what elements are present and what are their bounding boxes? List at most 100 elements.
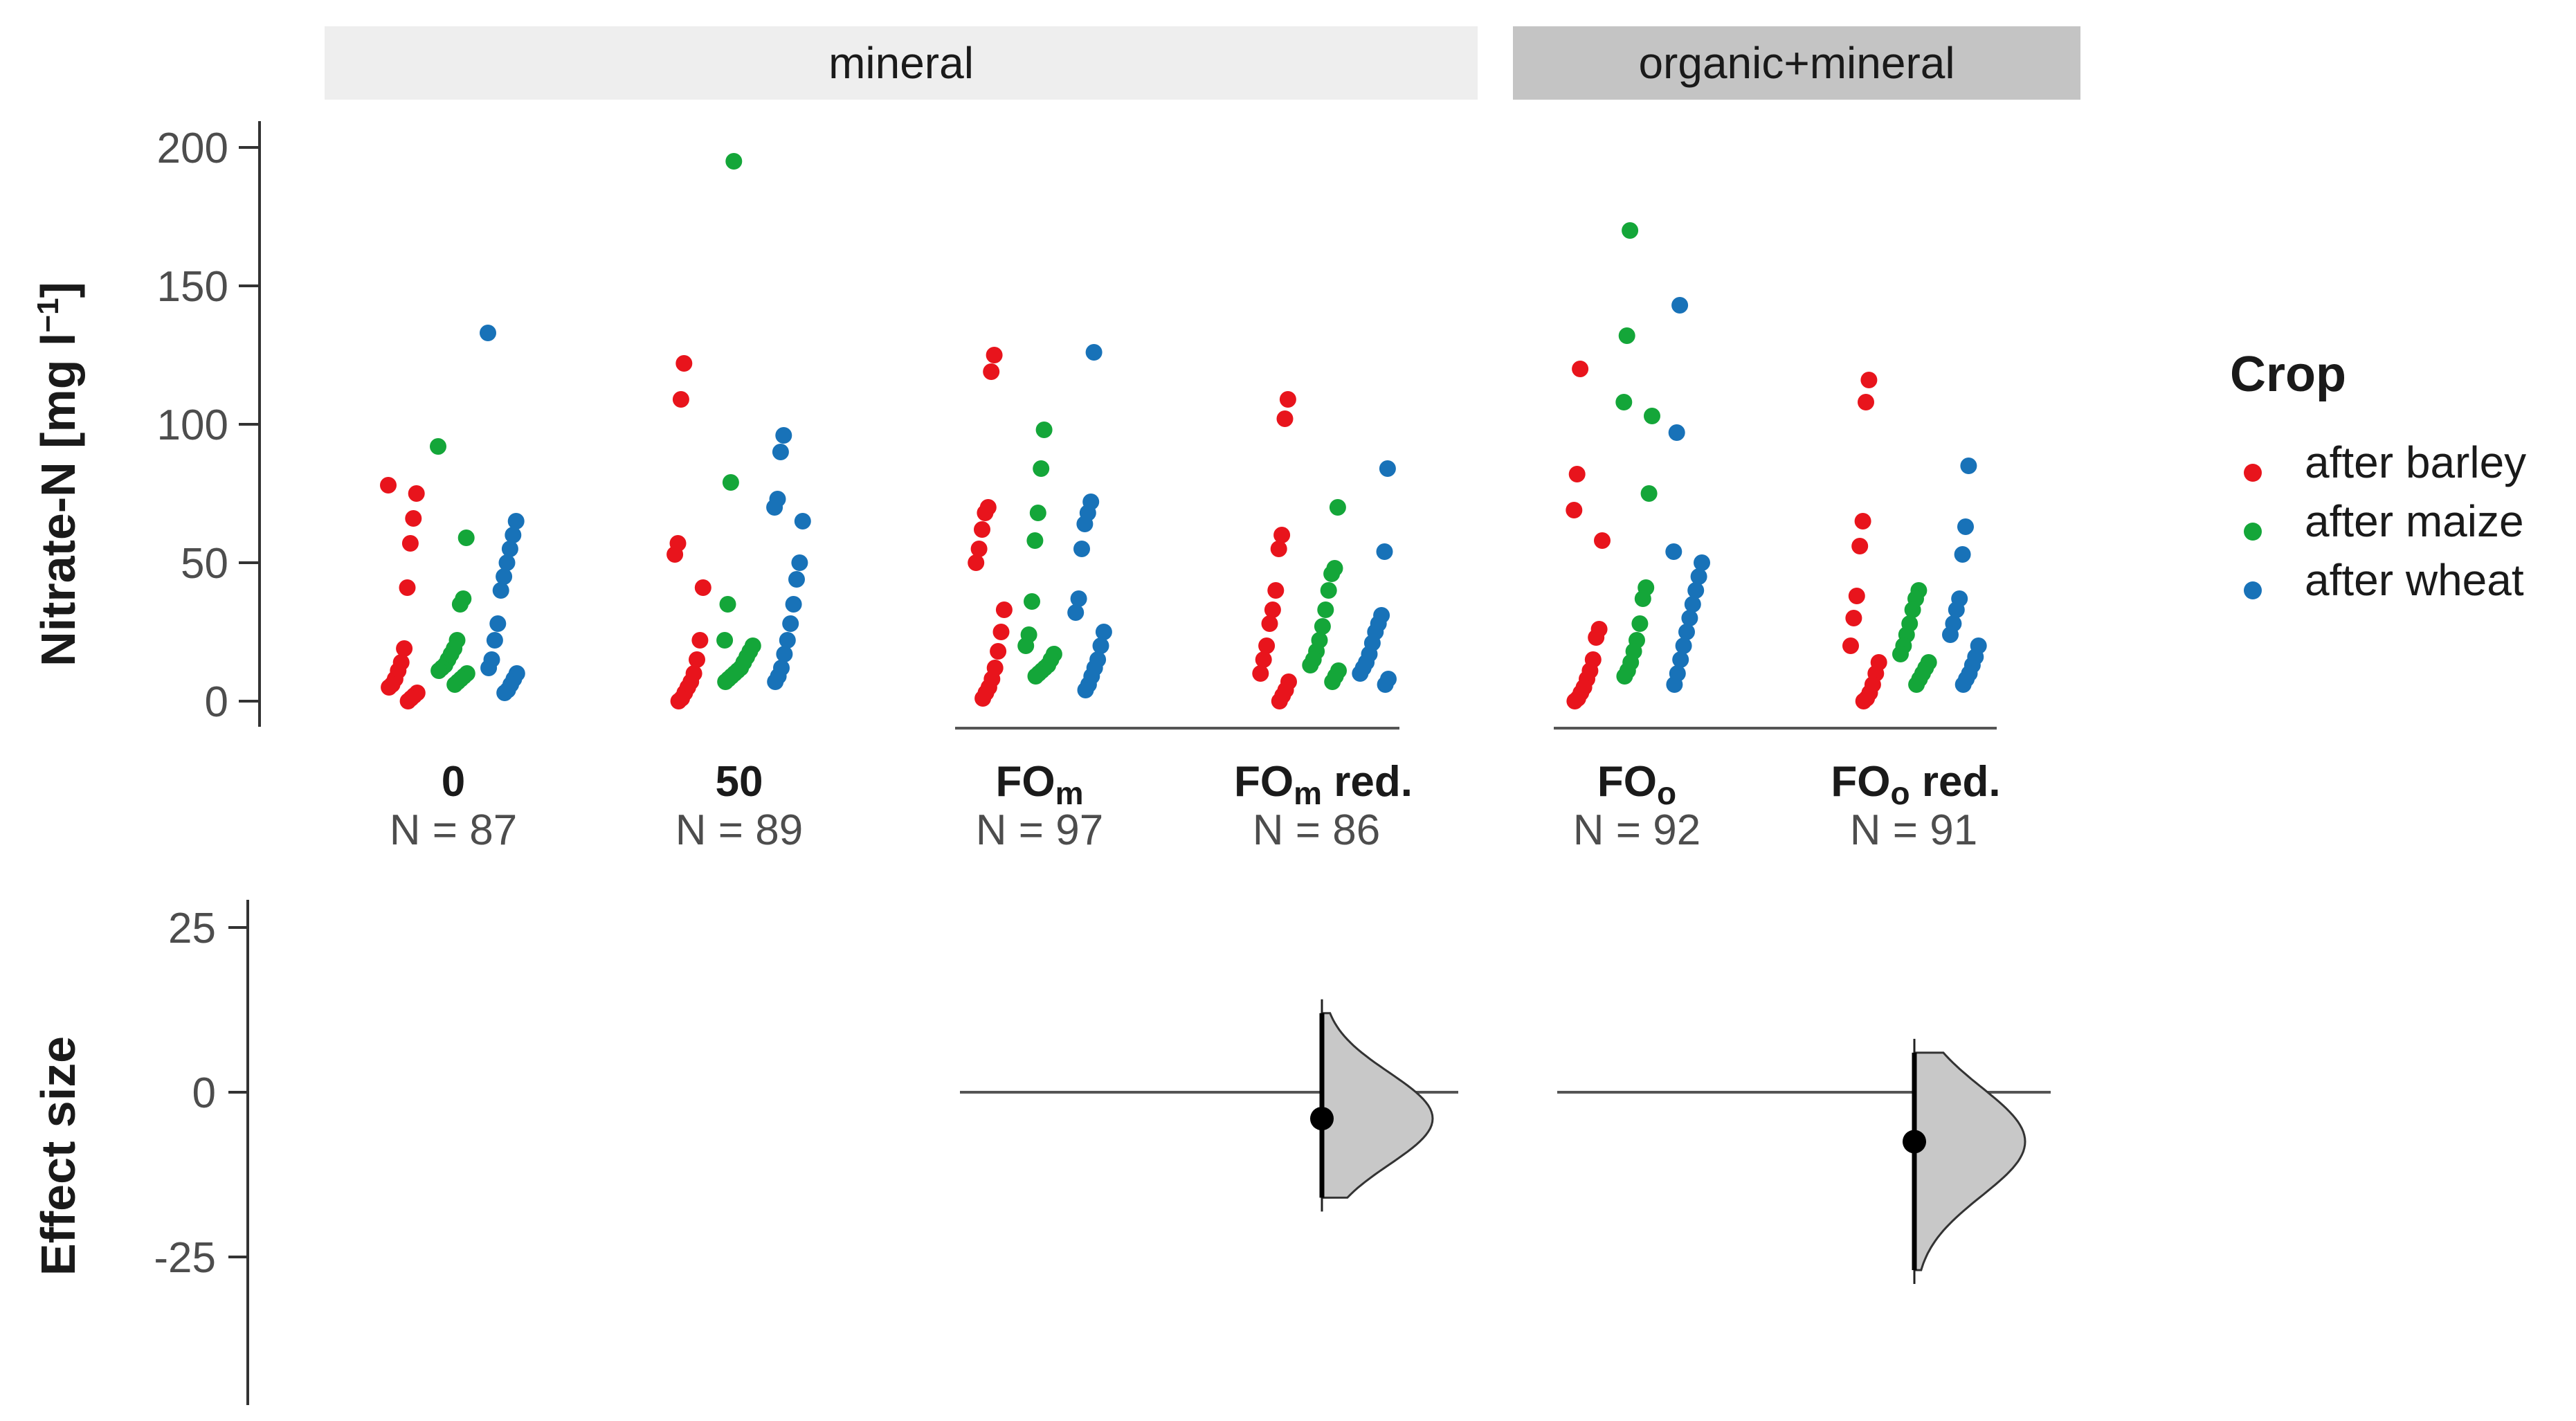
upper-y-tick-label: 200 (157, 125, 228, 172)
data-point-barley (977, 505, 994, 521)
data-point-barley (401, 535, 419, 552)
data-point-barley (1273, 527, 1291, 543)
data-point-barley (694, 579, 711, 596)
effect-distribution (1321, 1012, 1434, 1199)
category-label-foo-red: FOo red. (1831, 758, 2000, 811)
category-label-50: 50 (716, 758, 763, 806)
strip-mineral-label: mineral (828, 38, 974, 88)
data-point-barley (666, 546, 684, 563)
data-point-wheat (1070, 590, 1087, 607)
data-point-maize (1908, 676, 1925, 693)
data-point-barley (405, 510, 422, 527)
data-point-maize (1618, 327, 1635, 344)
data-point-barley (970, 541, 988, 557)
legend-label-barley: after barley (2305, 437, 2526, 487)
data-point-wheat (1960, 458, 1977, 474)
data-point-maize (430, 662, 448, 679)
data-point-wheat (1954, 546, 1971, 563)
data-point-barley (1568, 466, 1586, 482)
data-point-wheat (496, 568, 513, 585)
data-point-wheat (1376, 543, 1393, 560)
data-point-wheat (480, 660, 498, 676)
data-point-maize (1024, 593, 1040, 610)
data-point-maize (1329, 499, 1346, 516)
data-point-wheat (775, 427, 792, 444)
data-point-barley (1854, 513, 1871, 530)
data-point-wheat (1694, 554, 1710, 571)
data-point-wheat (1668, 424, 1685, 441)
effect-mean-point (1310, 1107, 1334, 1131)
data-point-wheat (1077, 682, 1094, 698)
data-point-wheat (1957, 518, 1974, 535)
data-point-wheat (779, 632, 796, 649)
legend-marker-maize (2244, 523, 2262, 541)
legend-marker-wheat (2244, 581, 2262, 599)
data-point-maize (430, 438, 446, 455)
data-point-barley (1261, 615, 1278, 632)
data-point-wheat (492, 582, 509, 599)
data-point-wheat (496, 685, 514, 701)
data-point-barley (1566, 502, 1583, 518)
data-point-barley (1588, 629, 1605, 646)
data-point-maize (722, 474, 739, 491)
data-point-maize (725, 153, 743, 170)
data-point-barley (381, 679, 398, 696)
data-point-wheat (1092, 637, 1109, 654)
data-point-maize (1634, 590, 1651, 607)
data-point-wheat (791, 554, 808, 571)
upper-y-tick-label: 100 (157, 401, 228, 449)
upper-y-tick-label: 150 (157, 263, 228, 311)
data-point-wheat (1681, 610, 1698, 626)
data-point-wheat (788, 571, 805, 588)
data-point-barley (986, 347, 1003, 363)
lower-y-tick-label: 25 (168, 905, 216, 952)
data-point-wheat (1671, 297, 1689, 314)
data-point-maize (1615, 394, 1633, 410)
category-n-0: N = 87 (390, 806, 517, 854)
data-point-maize (719, 596, 736, 613)
data-point-barley (1860, 372, 1878, 388)
data-point-maize (1017, 637, 1035, 654)
data-point-maize (716, 632, 734, 649)
data-point-wheat (1379, 460, 1396, 477)
data-point-wheat (785, 596, 802, 613)
data-point-barley (1848, 588, 1865, 604)
data-point-barley (675, 355, 693, 372)
data-point-barley (1594, 532, 1611, 549)
data-point-maize (1892, 646, 1909, 662)
legend-marker-barley (2244, 464, 2262, 482)
data-point-maize (1320, 582, 1337, 599)
data-point-wheat (480, 325, 496, 341)
data-point-barley (691, 632, 709, 649)
data-point-maize (1029, 505, 1046, 521)
category-n-foo: N = 92 (1573, 806, 1700, 854)
data-point-wheat (1076, 516, 1094, 532)
category-label-0: 0 (442, 758, 465, 806)
data-point-maize (1631, 615, 1649, 632)
data-point-wheat (498, 554, 516, 571)
data-point-wheat (1675, 637, 1692, 654)
data-point-wheat (766, 499, 783, 516)
data-point-maize (1026, 532, 1044, 549)
data-point-wheat (1954, 676, 1972, 693)
data-point-wheat (1687, 582, 1705, 599)
data-point-barley (983, 363, 1000, 380)
data-point-barley (1271, 693, 1288, 709)
data-point-barley (689, 651, 705, 668)
data-point-wheat (489, 615, 507, 632)
effect-distribution (1913, 1051, 2026, 1271)
data-point-barley (968, 554, 985, 571)
data-point-maize (1314, 618, 1331, 635)
category-label-fom-red: FOm red. (1234, 758, 1413, 811)
lower-y-tick-label: -25 (154, 1234, 216, 1282)
strip-mineral-box (325, 26, 1478, 100)
category-n-fom-red: N = 86 (1253, 806, 1380, 854)
data-point-maize (1324, 673, 1341, 690)
data-point-barley (992, 624, 1010, 640)
data-point-wheat (1666, 676, 1683, 693)
data-point-maize (1644, 408, 1660, 424)
upper-y-tick-label: 0 (205, 678, 228, 726)
data-point-barley (399, 693, 417, 709)
data-point-wheat (794, 513, 811, 530)
